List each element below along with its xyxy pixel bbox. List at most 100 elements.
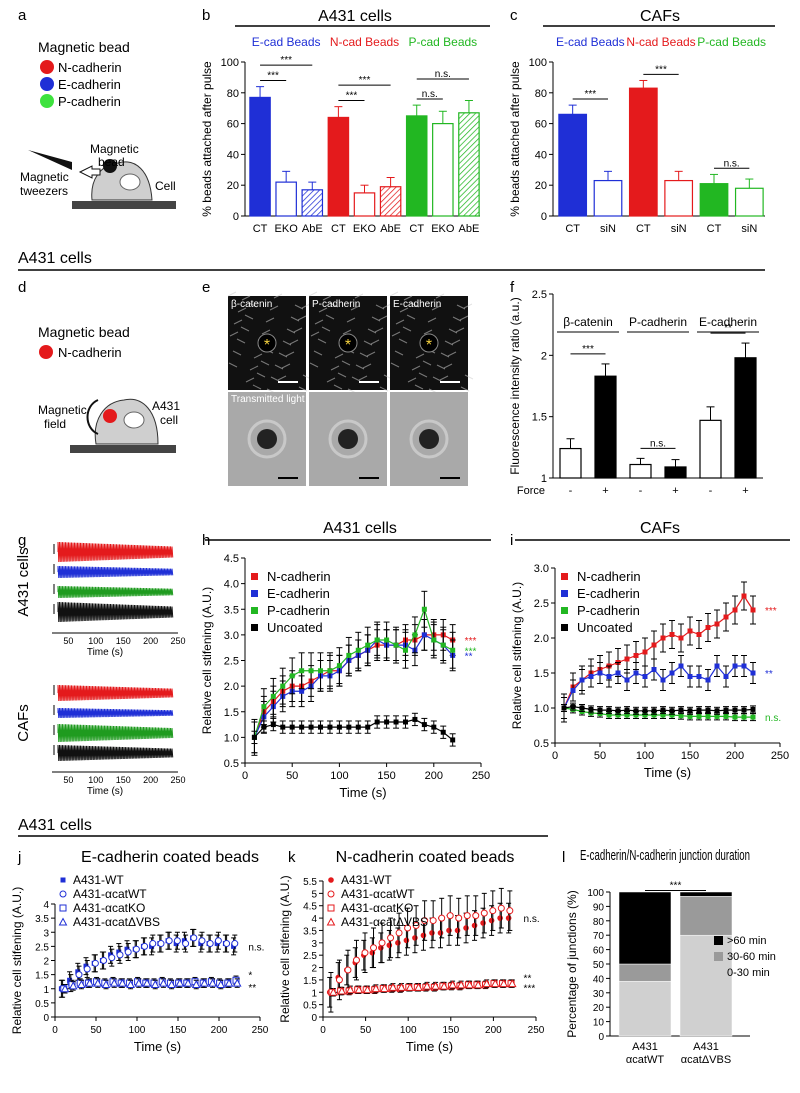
- group-label: P-cad Beads: [408, 35, 477, 49]
- trace-group-label: CAFs: [15, 704, 32, 742]
- y-tick-label: 1.5: [224, 707, 239, 719]
- data-point: [191, 979, 201, 989]
- data-point: [150, 979, 160, 989]
- chart-title: CAFs: [640, 8, 680, 25]
- data-point: [624, 656, 630, 662]
- data-point: [355, 724, 361, 730]
- cell-label-d2: cell: [160, 413, 178, 427]
- chart-f: 1 1.5 2 2.5 Fluorescence intensity ratio (a.…: [508, 289, 763, 497]
- data-point: [741, 593, 747, 599]
- data-point: [289, 673, 295, 679]
- legend-label: N-cadherin: [577, 569, 641, 584]
- magnetic-bead-red-icon: [103, 409, 117, 423]
- significance-label: **: [524, 974, 532, 985]
- bar: [664, 466, 687, 479]
- category-label: A431: [632, 1041, 658, 1053]
- data-point: [732, 607, 738, 613]
- data-point: [93, 978, 103, 987]
- fluorescence-texture: [415, 353, 425, 359]
- time-tick-label: 100: [88, 636, 103, 646]
- panel-a-legend-e: E-cadherin: [58, 77, 121, 92]
- data-point: [289, 724, 295, 730]
- data-point: [633, 653, 639, 658]
- bead-halo: [328, 419, 368, 459]
- x-category-label: EKO: [353, 223, 377, 235]
- panel-g-traces: 50 100 150 200 250 Time (s) A431 cells 50 100 150…: [15, 541, 186, 797]
- significance-label: ***: [465, 646, 477, 657]
- fluorescence-texture: [350, 305, 360, 311]
- y-tick-label: 50: [593, 960, 605, 971]
- legend-label: E-cadherin: [577, 586, 640, 601]
- data-point: [198, 937, 206, 945]
- data-point: [714, 621, 720, 627]
- y-tick-label: 2.0: [534, 633, 549, 645]
- x-tick-label: 250: [528, 1025, 545, 1036]
- panel-letter-k: k: [288, 849, 296, 866]
- fluorescence-texture: [447, 351, 457, 357]
- data-point: [414, 982, 423, 991]
- bead-label-2: bead: [98, 155, 125, 169]
- data-point: [741, 663, 747, 669]
- series-line: [253, 607, 453, 738]
- chart-title: N-cadherin coated beads: [336, 849, 515, 866]
- fluorescence-texture: [228, 362, 238, 368]
- bead-outline: [257, 333, 277, 353]
- fluorescence-texture: [290, 316, 300, 322]
- bar: [327, 116, 350, 217]
- data-point: [431, 637, 437, 643]
- data-point: [280, 683, 286, 689]
- fluorescence-texture: [294, 304, 304, 310]
- data-point: [669, 708, 675, 714]
- chart-b: A431 cells 0 20 40 60 80 100 % beads attached a…: [200, 8, 490, 235]
- rotation-arrow-icon: [86, 399, 99, 435]
- significance-label: ***: [465, 636, 477, 647]
- group-label: E-cad Beads: [556, 35, 625, 49]
- y-tick-label: 5.5: [303, 877, 317, 888]
- force-label: Force: [517, 485, 545, 497]
- data-point: [251, 734, 257, 740]
- x-tick-label: 0: [242, 770, 248, 782]
- y-tick-label: 2: [311, 964, 317, 975]
- bead-outline: [419, 333, 439, 353]
- y-tick-label: 1.5: [534, 668, 549, 680]
- data-point: [615, 708, 621, 714]
- data-point: [328, 877, 334, 883]
- data-point: [85, 978, 94, 987]
- data-point: [651, 667, 657, 672]
- data-point: [299, 688, 305, 694]
- x-tick-label: 100: [330, 770, 348, 782]
- significance-label: **: [248, 983, 256, 994]
- data-point: [570, 704, 576, 710]
- bead-halo: [247, 419, 287, 459]
- panel-letter-l: l: [562, 849, 565, 866]
- data-point: [732, 707, 738, 713]
- fluorescence-texture: [277, 375, 287, 381]
- fluorescence-texture: [229, 331, 239, 337]
- x-tick-label: 100: [400, 1025, 417, 1036]
- fluorescence-texture: [273, 293, 283, 299]
- data-point: [109, 978, 119, 987]
- transmitted-bead: [419, 429, 439, 449]
- x-category-label: AbE: [459, 223, 480, 235]
- significance-label: ***: [655, 64, 667, 75]
- time-tick-label: 250: [170, 775, 185, 785]
- data-point: [346, 724, 352, 730]
- fluorescence-texture: [432, 376, 442, 382]
- data-point: [328, 987, 338, 996]
- data-point: [165, 937, 173, 945]
- transmitted-label: Transmitted light: [231, 394, 305, 405]
- fluorescence-texture: [310, 331, 320, 337]
- group-label: N-cad Beads: [626, 35, 695, 49]
- data-point: [182, 940, 190, 948]
- data-point: [687, 628, 693, 634]
- transmitted-bead: [257, 429, 277, 449]
- fluorescence-texture: [329, 302, 339, 308]
- fluorescence-texture: [451, 339, 461, 345]
- data-point: [750, 706, 756, 712]
- fluorescence-texture: [378, 315, 388, 321]
- chart-title: CAFs: [640, 520, 680, 537]
- x-category-label: AbE: [380, 223, 401, 235]
- legend-label: A431-WT: [341, 873, 392, 887]
- significance-label: n.s.: [724, 158, 740, 169]
- field-label-2: field: [44, 417, 66, 431]
